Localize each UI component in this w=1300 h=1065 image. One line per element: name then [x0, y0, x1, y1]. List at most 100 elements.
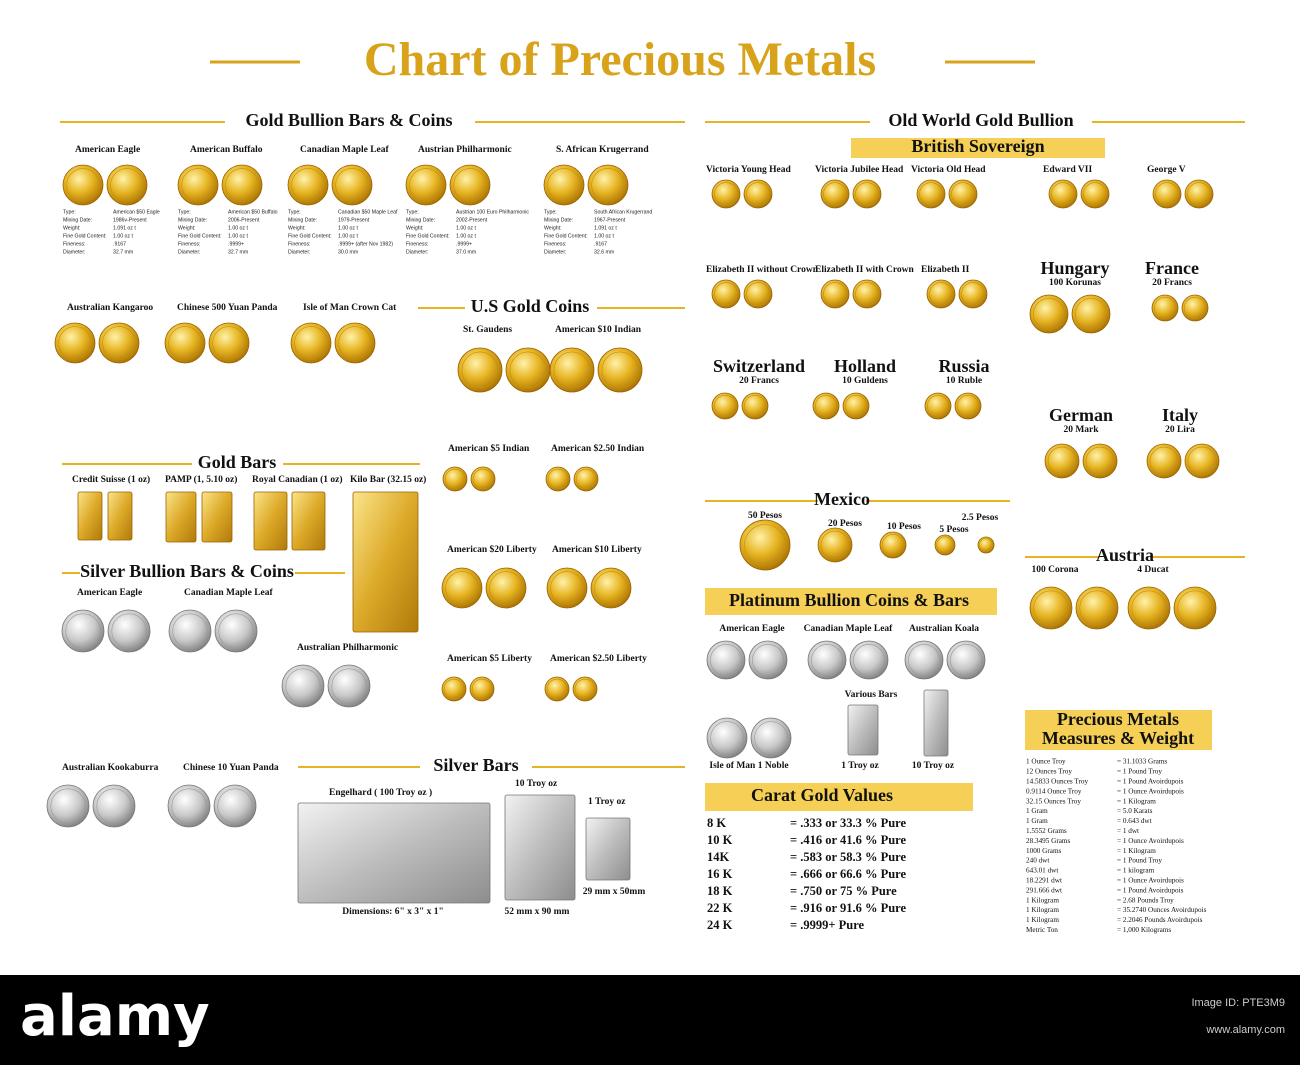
bullion-bar [291, 491, 326, 551]
bullion-bar [923, 689, 949, 757]
coin-name: 20 Mark [1063, 425, 1099, 435]
section-heading: Silver Bars [433, 755, 518, 775]
carat-grade: 8 K [707, 816, 726, 830]
country-name: Hungary [1040, 258, 1109, 278]
coin [812, 392, 840, 420]
coin-rim [853, 644, 885, 676]
coin-rim [181, 168, 215, 202]
measure-from: Metric Ton [1026, 926, 1058, 934]
page-title: Chart of Precious Metals [364, 33, 876, 86]
coin [706, 717, 748, 759]
spec-value: 32.6 mm [594, 249, 614, 255]
carat-grade: 22 K [707, 901, 733, 915]
coin-name: American $10 Indian [555, 324, 642, 335]
coin-rim [443, 678, 465, 700]
coin [1151, 294, 1179, 322]
carat-grade: 10 K [707, 833, 733, 847]
coin-rim [710, 721, 744, 755]
spec-value: 1.00 oz t [228, 225, 248, 231]
coin-rim [811, 644, 843, 676]
coin [597, 347, 643, 393]
spec-value: 32.7 mm [113, 249, 133, 255]
coin-rim [294, 326, 328, 360]
coin [706, 640, 746, 680]
item-name: 10 Troy oz [912, 761, 955, 771]
carat-grade: 16 K [707, 867, 733, 881]
coin-name: American $20 Liberty [447, 544, 537, 555]
coin [1080, 179, 1110, 209]
coin-rim [1075, 298, 1107, 330]
coin-rim [111, 613, 147, 649]
coin-name: Canadian Maple Leaf [300, 145, 390, 155]
country-name: Russia [938, 356, 989, 376]
measure-from: 1 Kilogram [1026, 916, 1059, 924]
coin-rim [58, 326, 92, 360]
coin-rim [936, 536, 954, 554]
measure-from: 240 dwt [1026, 857, 1049, 865]
coin [92, 784, 136, 828]
coin-rim [594, 571, 628, 605]
item-name: Various Bars [845, 690, 898, 700]
coin-rim [744, 524, 786, 566]
coin-name: American $2.50 Liberty [550, 653, 647, 664]
coin-rim [1047, 446, 1077, 476]
bar-name: Engelhard ( 100 Troy oz ) [329, 787, 432, 798]
coin-name: 10 Ruble [946, 376, 982, 386]
coin [213, 784, 257, 828]
carat-purity: = .333 or 33.3 % Pure [790, 816, 906, 830]
country-name: Holland [834, 356, 896, 376]
coin-rim [714, 395, 736, 417]
coin-rim [1131, 590, 1167, 626]
coin-rim [951, 182, 975, 206]
coin [505, 347, 551, 393]
measure-from: 1 Gram [1026, 817, 1048, 825]
coin-rim [1079, 590, 1115, 626]
coin-rim [110, 168, 144, 202]
coin-name: Chinese 500 Yuan Panda [177, 303, 278, 313]
carat-grade: 24 K [707, 918, 733, 932]
coin [281, 664, 325, 708]
spec-value: American $50 Buffalo [228, 209, 278, 215]
measure-to: = 2.2046 Pounds Avoirdupois [1117, 916, 1203, 924]
coin [469, 676, 495, 702]
coin-rim [50, 788, 86, 824]
coin [214, 609, 258, 653]
coin-name: 50 Pesos [748, 511, 782, 521]
spec-label: Diameter: [544, 249, 567, 255]
bullion-bar [165, 491, 197, 543]
coin-name: American $5 Liberty [447, 653, 532, 664]
coin [934, 534, 956, 556]
bar-name: 1 Troy oz [588, 797, 626, 807]
coin-rim [746, 282, 770, 306]
coin-rim [746, 182, 770, 206]
coin [743, 279, 773, 309]
coin [1173, 586, 1217, 630]
coin [842, 392, 870, 420]
measure-to: = 1 Ounce Avoirdupois [1117, 787, 1184, 795]
coin-rim [96, 788, 132, 824]
spec-label: Fine Gold Content: [63, 233, 107, 239]
coin [457, 347, 503, 393]
spec-value: South African Krugerrand [594, 209, 652, 215]
heading-box [705, 588, 997, 615]
coin-name: St. Gaudens [463, 325, 512, 335]
coin-name: 20 Lira [1165, 425, 1195, 435]
measure-from: 0.9114 Ounce Troy [1026, 787, 1082, 795]
coin-name: 10 Guldens [842, 376, 888, 386]
coin-rim [338, 326, 372, 360]
coin-name: 20 Francs [1152, 278, 1192, 288]
coin-name: Edward VII [1043, 165, 1092, 175]
coin-rim [168, 326, 202, 360]
coin-name: American Buffalo [190, 145, 263, 155]
country-name: France [1145, 258, 1199, 278]
coin [916, 179, 946, 209]
measure-from: 14.5833 Ounces Troy [1026, 777, 1089, 785]
coin-rim [882, 534, 904, 556]
item-name: Canadian Maple Leaf [804, 624, 894, 634]
coin [546, 567, 588, 609]
coin-rim [1085, 446, 1115, 476]
coin-rim [1177, 590, 1213, 626]
measure-to: = 2.68 Pounds Troy [1117, 896, 1174, 904]
coin-rim [172, 613, 208, 649]
